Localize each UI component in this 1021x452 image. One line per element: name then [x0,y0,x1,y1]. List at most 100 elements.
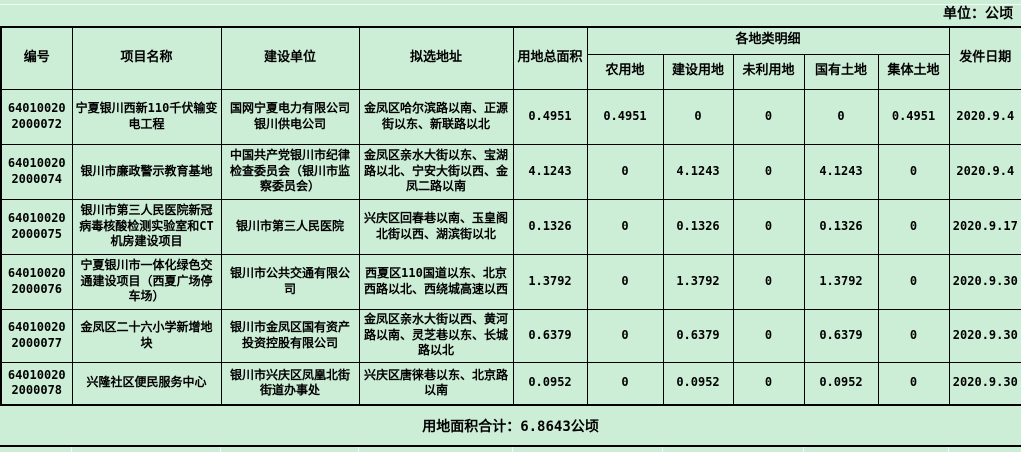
col-header-construction: 建设用地 [662,53,734,90]
cell-unused: 0 [732,361,805,406]
gridline [220,447,221,452]
cell-builder: 银川市第三人民医院 [220,198,360,255]
cell-builder: 中国共产党银川市纪律检查委员会（银川市监察委员会） [220,143,360,200]
cell-collective: 0 [877,308,950,363]
cell-collective: 0 [877,198,950,255]
col-header-collective: 集体土地 [877,53,950,90]
cell-date: 2020.9.30 [948,253,1021,310]
col-header-farm: 农用地 [586,53,664,90]
cell-date: 2020.9.30 [948,308,1021,363]
cell-farm: 0 [586,308,664,363]
cell-date: 2020.9.4 [948,88,1021,145]
cell-project: 兴隆社区便民服务中心 [71,361,222,406]
cell-address: 金凤区哈尔滨路以南、正源街以东、新联路以北 [358,88,514,145]
cell-farm: 0 [586,143,664,200]
cell-date: 2020.9.30 [948,361,1021,406]
unit-label: 单位：公顷 [943,6,1013,22]
cell-builder: 银川市兴庆区凤凰北街街道办事处 [220,361,360,406]
cell-date: 2020.9.17 [948,198,1021,255]
cell-collective: 0 [877,361,950,406]
cell-unused: 0 [732,88,805,145]
table-row: 640100202000076 宁夏银川市一体化绿色交通建设项目（西夏广场停车场… [0,253,1021,310]
col-header-unused: 未利用地 [732,53,805,90]
cell-farm: 0 [586,198,664,255]
gridline [662,447,663,452]
cell-state-owned: 1.3792 [803,253,879,310]
cell-state-owned: 0.6379 [803,308,879,363]
col-header-state-owned: 国有土地 [803,53,879,90]
cell-construction: 0.6379 [662,308,734,363]
land-approval-table: 编号 项目名称 建设单位 拟选地址 用地总面积 各地类明细 发件日期 农用地 建… [0,26,1021,406]
cell-date: 2020.9.4 [948,143,1021,200]
col-header-id: 编号 [0,26,73,90]
cell-id: 640100202000076 [0,253,73,310]
cell-construction: 1.3792 [662,253,734,310]
cell-farm: 0.4951 [586,88,664,145]
table-header: 编号 项目名称 建设单位 拟选地址 用地总面积 各地类明细 发件日期 农用地 建… [0,26,1021,90]
table-row: 640100202000078 兴隆社区便民服务中心 银川市兴庆区凤凰北街街道办… [0,361,1021,406]
cell-collective: 0 [877,143,950,200]
cell-state-owned: 0.0952 [803,361,879,406]
cell-total-area: 0.4951 [512,88,588,145]
table-row: 640100202000077 金凤区二十六小学新增地块 银川市金凤区国有资产投… [0,308,1021,363]
cell-construction: 0 [662,88,734,145]
col-header-date: 发件日期 [948,26,1021,90]
cell-project: 银川市第三人民医院新冠病毒核酸检测实验室和CT机房建设项目 [71,198,222,255]
bottom-margin [0,447,1021,452]
cell-address: 金凤区亲水大街以东、宝湖路以北、宁安大街以西、金凤二路以南 [358,143,514,200]
cell-unused: 0 [732,198,805,255]
total-area-row: 用地面积合计：6.8643公顷 [0,406,1021,447]
cell-total-area: 0.1326 [512,198,588,255]
cell-unused: 0 [732,143,805,200]
cell-project: 宁夏银川市一体化绿色交通建设项目（西夏广场停车场） [71,253,222,310]
col-header-total-area: 用地总面积 [512,26,588,90]
cell-unused: 0 [732,308,805,363]
cell-state-owned: 0 [803,88,879,145]
cell-construction: 0.0952 [662,361,734,406]
cell-project: 宁夏银川西新110千伏输变电工程 [71,88,222,145]
cell-total-area: 1.3792 [512,253,588,310]
cell-address: 兴庆区唐徕巷以东、北京路以南 [358,361,514,406]
cell-total-area: 4.1243 [512,143,588,200]
cell-address: 西夏区110国道以东、北京西路以北、西绕城高速以西 [358,253,514,310]
cell-total-area: 0.6379 [512,308,588,363]
cell-id: 640100202000077 [0,308,73,363]
unit-note-row: 单位：公顷 [0,0,1021,26]
total-area-label: 用地面积合计：6.8643公顷 [422,418,599,435]
cell-project: 银川市廉政警示教育基地 [71,143,222,200]
cell-builder: 国网宁夏电力有限公司银川供电公司 [220,88,360,145]
cell-collective: 0 [877,253,950,310]
col-header-address: 拟选地址 [358,26,514,90]
col-header-builder: 建设单位 [220,26,360,90]
col-header-detail-group: 各地类明细 [586,26,950,55]
cell-id: 640100202000074 [0,143,73,200]
cell-id: 640100202000072 [0,88,73,145]
gridline [71,447,72,452]
table-row: 640100202000074 银川市廉政警示教育基地 中国共产党银川市纪律检查… [0,143,1021,200]
cell-state-owned: 0.1326 [803,198,879,255]
gridline [803,447,804,452]
gridline [358,447,359,452]
gridline [512,447,513,452]
table-body: 640100202000072 宁夏银川西新110千伏输变电工程 国网宁夏电力有… [0,88,1021,406]
cell-total-area: 0.0952 [512,361,588,406]
cell-unused: 0 [732,253,805,310]
cell-id: 640100202000078 [0,361,73,406]
cell-construction: 4.1243 [662,143,734,200]
cell-builder: 银川市金凤区国有资产投资控股有限公司 [220,308,360,363]
cell-address: 金凤区亲水大街以西、黄河路以南、灵芝巷以东、长城路以北 [358,308,514,363]
cell-id: 640100202000075 [0,198,73,255]
gridline [948,447,949,452]
cell-builder: 银川市公共交通有限公司 [220,253,360,310]
table-row: 640100202000072 宁夏银川西新110千伏输变电工程 国网宁夏电力有… [0,88,1021,145]
cell-collective: 0.4951 [877,88,950,145]
col-header-project: 项目名称 [71,26,222,90]
cell-construction: 0.1326 [662,198,734,255]
cell-farm: 0 [586,361,664,406]
cell-project: 金凤区二十六小学新增地块 [71,308,222,363]
cell-address: 兴庆区回春巷以南、玉皇阁北街以西、湖滨街以北 [358,198,514,255]
cell-state-owned: 4.1243 [803,143,879,200]
table-row: 640100202000075 银川市第三人民医院新冠病毒核酸检测实验室和CT机… [0,198,1021,255]
cell-farm: 0 [586,253,664,310]
